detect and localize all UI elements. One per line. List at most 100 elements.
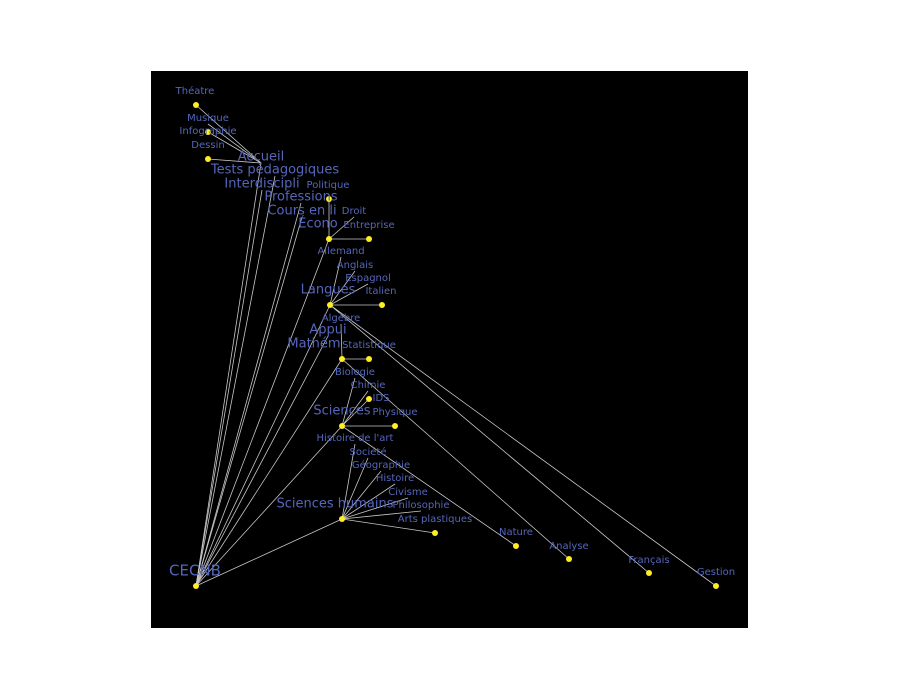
edge bbox=[195, 162, 262, 587]
node-label: Tests pédagogiques bbox=[210, 163, 340, 178]
canvas-background bbox=[151, 71, 748, 628]
node-label: Français bbox=[628, 555, 669, 566]
node-label: Anglais bbox=[337, 260, 373, 271]
node-label: CECNB bbox=[169, 562, 221, 580]
edge bbox=[328, 216, 355, 240]
node-label: Analyse bbox=[549, 541, 588, 552]
node-dot bbox=[193, 102, 199, 108]
node-dot bbox=[713, 583, 719, 589]
node-dot bbox=[339, 423, 345, 429]
node-label: Infographie bbox=[179, 126, 236, 137]
node-label: Allemand bbox=[317, 246, 364, 257]
node-dot bbox=[339, 356, 345, 362]
edge bbox=[207, 131, 262, 164]
node-label: Interdiscipli bbox=[224, 177, 299, 192]
node-label: Chimie bbox=[351, 380, 386, 391]
node-label: Physique bbox=[372, 407, 417, 418]
node-dot bbox=[513, 543, 519, 549]
edge bbox=[195, 358, 343, 587]
node-label: Société bbox=[350, 446, 387, 458]
node-dot bbox=[566, 556, 572, 562]
node-label: Politique bbox=[307, 180, 350, 191]
node-label: Histoire bbox=[376, 473, 414, 484]
node-label: Sciences humains bbox=[276, 497, 393, 512]
edge bbox=[195, 518, 343, 587]
node-label: Dessin bbox=[191, 140, 224, 151]
node-label: Biologie bbox=[335, 367, 375, 378]
node-dot bbox=[339, 516, 345, 522]
edge bbox=[207, 158, 262, 164]
node-dot bbox=[432, 530, 438, 536]
node-label: Appui bbox=[309, 323, 346, 338]
edge bbox=[341, 358, 570, 560]
node-dot bbox=[646, 570, 652, 576]
edge bbox=[195, 335, 329, 587]
node-label: Théatre bbox=[175, 85, 215, 97]
node-dot bbox=[326, 196, 332, 202]
node-label: Sciences bbox=[313, 404, 370, 419]
node-label: Philosophie bbox=[393, 500, 450, 511]
edge bbox=[329, 304, 650, 574]
edge bbox=[341, 443, 356, 520]
edge bbox=[341, 470, 382, 520]
node-dot bbox=[205, 156, 211, 162]
node-label: Espagnol bbox=[345, 273, 391, 284]
node-label: Mathém bbox=[287, 337, 340, 352]
edge bbox=[195, 425, 343, 587]
node-dot bbox=[392, 423, 398, 429]
node-label: IDS bbox=[373, 393, 390, 404]
edge bbox=[195, 175, 276, 587]
node-label: Professions bbox=[264, 190, 338, 205]
node-dot bbox=[193, 583, 199, 589]
edge bbox=[329, 256, 342, 306]
node-dot bbox=[326, 236, 332, 242]
node-dot bbox=[205, 129, 211, 135]
edge bbox=[341, 425, 517, 547]
node-dot bbox=[366, 396, 372, 402]
node-label: Musique bbox=[187, 113, 229, 124]
edge bbox=[341, 377, 356, 427]
dots bbox=[193, 102, 719, 589]
node-label: Cours en li bbox=[267, 204, 336, 219]
node-label: Arts plastiques bbox=[398, 514, 472, 525]
node-label: Civisme bbox=[388, 487, 428, 498]
node-dot bbox=[366, 236, 372, 242]
edge bbox=[207, 123, 262, 164]
node-dot bbox=[379, 302, 385, 308]
edge bbox=[195, 189, 263, 587]
edge bbox=[195, 202, 302, 587]
edge bbox=[340, 323, 343, 360]
edge bbox=[329, 270, 356, 306]
node-label: Histoire de l'art bbox=[317, 433, 394, 444]
node-label: Géographie bbox=[352, 459, 410, 471]
edge bbox=[341, 510, 422, 520]
node-label: Accueil bbox=[238, 150, 284, 165]
edge bbox=[341, 457, 369, 520]
node-label: Entreprise bbox=[343, 220, 394, 231]
edge bbox=[195, 238, 330, 587]
node-label: Statistique bbox=[342, 340, 396, 351]
edge bbox=[341, 398, 370, 427]
edge bbox=[329, 304, 717, 587]
node-label: Écono bbox=[298, 216, 338, 232]
edge bbox=[329, 283, 369, 306]
node-label: Droit bbox=[342, 206, 366, 217]
edge bbox=[341, 518, 436, 534]
node-label: Nature bbox=[499, 527, 533, 538]
edges bbox=[195, 104, 717, 587]
node-label: Algèbre bbox=[322, 312, 361, 324]
node-dot bbox=[327, 302, 333, 308]
node-label: Italien bbox=[365, 286, 396, 297]
edge bbox=[341, 483, 396, 520]
edge bbox=[341, 497, 409, 520]
node-label: Gestion bbox=[697, 567, 735, 578]
edge bbox=[195, 216, 303, 587]
node-dot bbox=[366, 356, 372, 362]
edge bbox=[341, 390, 369, 427]
node-label: Langues bbox=[301, 283, 356, 298]
edge bbox=[195, 104, 262, 164]
edge bbox=[195, 304, 331, 587]
